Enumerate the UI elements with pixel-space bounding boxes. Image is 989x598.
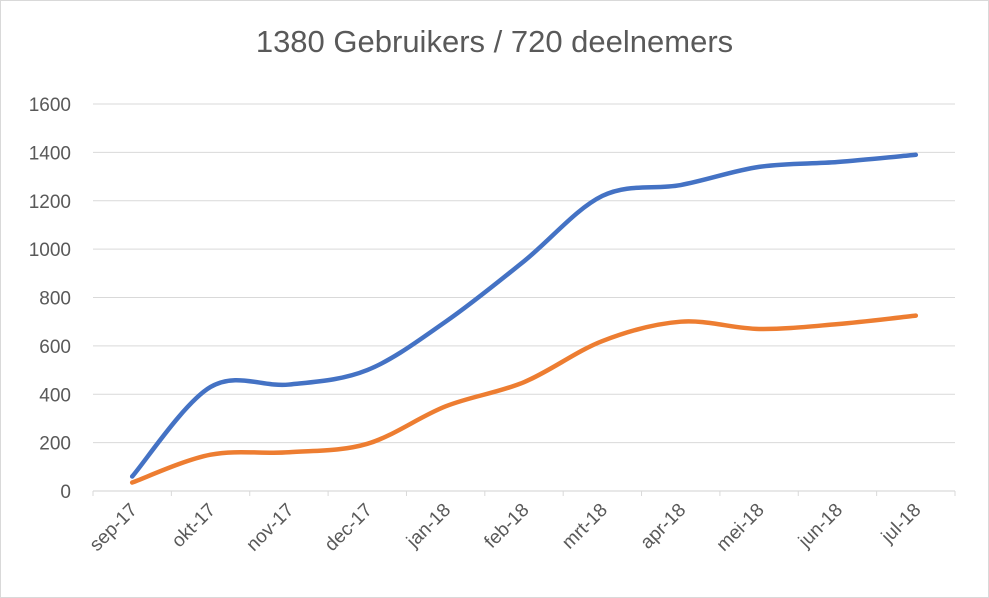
y-tick-label: 1600 xyxy=(29,95,71,116)
x-tick-label: jul-18 xyxy=(877,500,925,548)
y-tick-label: 800 xyxy=(39,289,71,310)
x-tick-label: okt-17 xyxy=(168,500,220,552)
y-tick-label: 0 xyxy=(60,482,71,503)
x-axis-ticks: sep-17 okt-17 nov-17 dec-17 jan-18 feb-18 mrt-… xyxy=(86,500,926,556)
x-tick-label: dec-17 xyxy=(321,500,377,556)
y-tick-label: 400 xyxy=(39,385,71,406)
x-tick-label: mrt-18 xyxy=(558,500,612,554)
y-tick-label: 200 xyxy=(39,434,71,455)
x-tick-label: sep-17 xyxy=(86,500,142,556)
y-tick-label: 600 xyxy=(39,337,71,358)
y-tick-label: 1200 xyxy=(29,192,71,213)
x-tick-label: feb-18 xyxy=(481,500,534,553)
chart-title: 1380 Gebruikers / 720 deelnemers xyxy=(255,24,734,59)
y-tick-label: 1400 xyxy=(29,143,71,164)
x-tick-label: apr-18 xyxy=(637,500,691,554)
x-tick-label: jun-18 xyxy=(794,500,847,553)
series-line-1 xyxy=(129,152,919,479)
y-tick-label: 1000 xyxy=(29,240,71,261)
series-lines xyxy=(129,152,919,485)
series-line-2 xyxy=(129,313,919,485)
x-tick-label: nov-17 xyxy=(243,500,299,556)
y-axis-ticks: 0 200 400 600 800 1000 1200 1400 1600 xyxy=(29,95,71,503)
x-tick-label: jan-18 xyxy=(402,500,455,553)
x-tick-label: mei-18 xyxy=(713,500,769,556)
gridlines xyxy=(92,103,956,496)
